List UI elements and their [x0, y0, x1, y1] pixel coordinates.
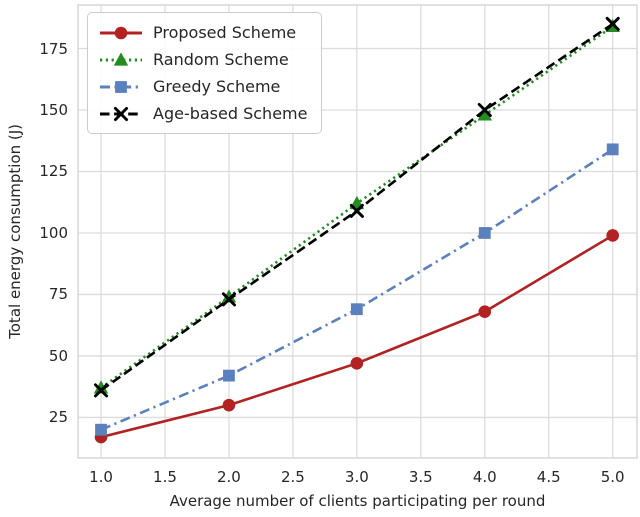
legend-marker-age-based-scheme: [100, 106, 142, 121]
x-tick-label: 5.0: [600, 468, 625, 486]
x-tick-label: 2.5: [280, 468, 305, 486]
legend-marker-glyph: [115, 80, 127, 93]
x-tick-label: 3.0: [344, 468, 369, 486]
x-tick-label: 2.0: [217, 468, 241, 486]
x-tick-label: 1.0: [89, 468, 113, 486]
x-tick-label: 3.5: [408, 468, 433, 486]
marker-greedy-scheme: [478, 227, 491, 239]
legend-marker-proposed-scheme: [100, 26, 142, 39]
legend-marker-glyph: [113, 106, 129, 121]
legend: Proposed Scheme Random Scheme Greedy Schem…: [87, 12, 323, 134]
x-tick-label: 4.0: [472, 468, 497, 486]
y-axis-label: Total energy consumption (J): [6, 124, 24, 339]
y-tick-label: 50: [48, 346, 68, 365]
legend-item-age-based-scheme: Age-based Scheme: [98, 101, 307, 126]
y-tick-label: 150: [39, 101, 68, 119]
y-tick-label: 25: [48, 408, 68, 427]
marker-age-based-scheme: [93, 383, 109, 398]
marker-greedy-scheme: [606, 143, 619, 156]
marker-greedy-scheme: [350, 303, 363, 316]
marker-proposed-scheme: [222, 398, 236, 412]
marker-random-scheme: [93, 380, 109, 394]
y-axis-label-wrap: Total energy consumption (J): [4, 5, 26, 458]
y-tick-label: 175: [39, 39, 68, 58]
legend-item-random-scheme: Random Scheme: [98, 47, 307, 72]
y-tick-label: 100: [39, 223, 68, 242]
marker-age-based-scheme: [605, 16, 620, 31]
legend-marker-random-scheme: [100, 51, 142, 66]
y-tick-label: 75: [48, 285, 68, 304]
x-tick-label: 1.5: [153, 468, 177, 486]
marker-age-based-scheme: [349, 203, 364, 218]
marker-proposed-scheme: [478, 305, 492, 318]
marker-random-scheme: [477, 107, 492, 121]
legend-label: Age-based Scheme: [153, 104, 308, 123]
marker-age-based-scheme: [221, 292, 236, 307]
legend-marker-glyph: [114, 26, 128, 39]
y-tick-label: 125: [39, 162, 68, 181]
legend-label: Proposed Scheme: [153, 23, 297, 42]
marker-random-scheme: [221, 289, 237, 303]
x-tick-label: 4.5: [536, 468, 561, 486]
marker-proposed-scheme: [606, 229, 619, 242]
legend-label: Random Scheme: [153, 50, 289, 69]
marker-proposed-scheme: [350, 357, 364, 370]
legend-item-proposed-scheme: Proposed Scheme: [98, 20, 307, 45]
x-axis-label: Average number of clients participating …: [169, 492, 546, 510]
marker-age-based-scheme: [477, 102, 492, 118]
legend-item-greedy-scheme: Greedy Scheme: [98, 74, 307, 99]
legend-label: Greedy Scheme: [153, 77, 281, 96]
marker-greedy-scheme: [95, 423, 107, 436]
legend-marker-glyph: [113, 51, 129, 66]
legend-marker-greedy-scheme: [100, 80, 142, 93]
marker-greedy-scheme: [223, 369, 235, 382]
plot-border: [77, 4, 638, 459]
